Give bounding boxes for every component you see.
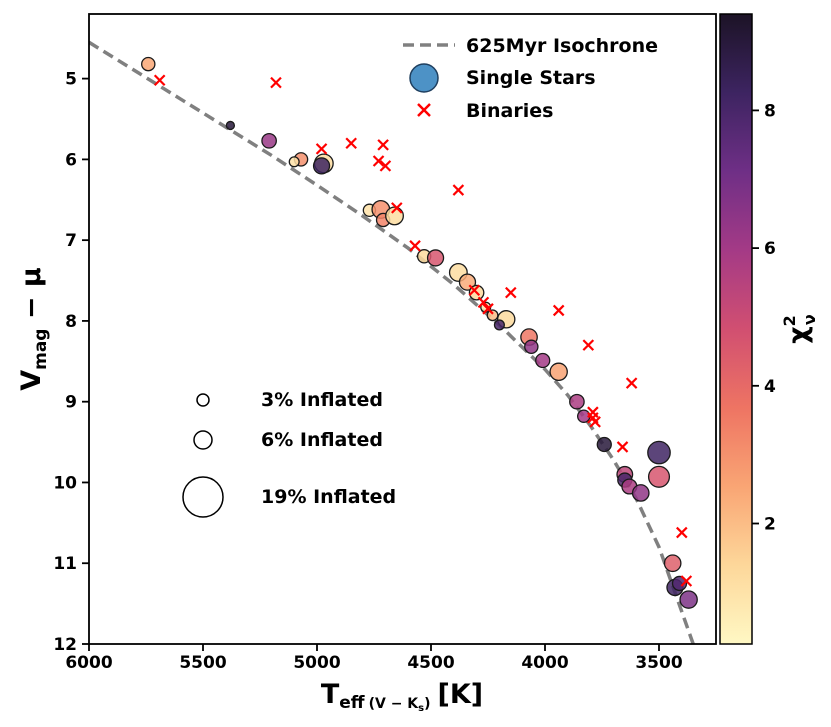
binary-point: [477, 296, 490, 309]
size-legend-3-label: 3% Inflated: [261, 389, 383, 411]
isochrone-layer: [89, 40, 695, 644]
plot-frame: [88, 13, 717, 645]
single-star-point: [225, 120, 236, 131]
x-tick-label: 4500: [407, 653, 454, 673]
x-tick-label: 4000: [521, 653, 568, 673]
single-star-point: [596, 436, 612, 453]
y-axis-label: Vmag − μ: [16, 267, 51, 391]
binaries-layer: [153, 74, 693, 587]
legend-single-stars-label: Single Stars: [466, 67, 596, 89]
y-tick-label: 5: [65, 70, 77, 90]
binary-point: [582, 339, 595, 351]
legend: 625Myr Isochrone Single Stars Binaries: [403, 35, 658, 122]
binary-point: [315, 143, 328, 155]
x-tick-label: 5000: [293, 653, 340, 673]
y-tick-label: 6: [65, 150, 77, 170]
binary-point: [676, 526, 688, 539]
colorbar-ticks: 2 4 6 8: [752, 101, 776, 535]
size-legend-6-marker: [193, 430, 213, 450]
single-star-point: [647, 465, 671, 488]
binary-point: [552, 304, 565, 317]
y-tick-label: 9: [65, 393, 77, 413]
binary-point: [625, 377, 638, 389]
single-star-point: [288, 156, 300, 168]
single-star-point: [493, 319, 505, 331]
size-legend: 3% Inflated 6% Inflated 19% Inflated: [182, 389, 396, 518]
single-star-point: [426, 249, 445, 267]
binary-point: [616, 441, 629, 453]
x-axis-label: Teff (V − Ks) [K]: [321, 679, 483, 714]
single-star-point: [261, 132, 277, 149]
binary-point: [680, 575, 693, 587]
isochrone-line: [89, 40, 695, 644]
binary-point: [468, 284, 481, 297]
x-tick-label: 5500: [179, 653, 226, 673]
binary-point: [482, 303, 494, 315]
size-legend-6-label: 6% Inflated: [261, 429, 383, 451]
binary-point: [379, 160, 392, 172]
legend-isochrone-label: 625Myr Isochrone: [466, 35, 658, 57]
y-tick-label: 11: [53, 554, 77, 574]
binary-point: [452, 184, 465, 196]
y-tick-label: 7: [65, 231, 77, 251]
y-axis-ticks: 5 6 7 8 9 10 11 12: [53, 70, 89, 655]
colorbar-tick-label: 6: [764, 239, 776, 259]
plot-background: [89, 14, 716, 644]
single-star-point: [647, 440, 671, 465]
single-star-point: [549, 362, 568, 382]
single-star-point: [141, 56, 156, 72]
binary-point: [589, 416, 601, 428]
single-star-point: [524, 339, 539, 355]
colorbar-tick-label: 2: [764, 515, 776, 535]
binary-point: [505, 286, 517, 299]
binary-point: [377, 139, 389, 151]
y-tick-label: 8: [65, 312, 77, 332]
x-tick-label: 3500: [635, 653, 682, 673]
binary-point: [345, 137, 357, 150]
single-stars-layer: [141, 56, 698, 609]
colorbar-tick-label: 4: [764, 377, 776, 397]
size-legend-19-marker: [182, 476, 224, 518]
legend-binaries-label: Binaries: [466, 100, 553, 122]
single-star-point: [312, 157, 331, 175]
single-star-point: [663, 554, 682, 573]
legend-binaries-swatch: [417, 103, 431, 117]
single-star-point: [569, 393, 585, 410]
y-tick-label: 12: [53, 635, 77, 655]
single-star-point: [679, 590, 698, 609]
binary-point: [372, 155, 385, 167]
x-tick-label: 6000: [65, 653, 112, 673]
size-legend-19-label: 19% Inflated: [261, 486, 396, 508]
size-legend-3-marker: [196, 393, 210, 407]
binary-point: [409, 240, 421, 252]
legend-single-stars-swatch: [409, 63, 439, 93]
single-star-point: [385, 206, 404, 226]
single-star-point: [535, 352, 551, 369]
single-star-point: [631, 484, 650, 502]
colorbar: [719, 13, 753, 645]
single-star-point: [486, 309, 499, 322]
binary-point: [270, 76, 282, 89]
x-axis-ticks: 6000 5500 5000 4500 4000 3500: [65, 644, 683, 673]
single-star-point: [671, 575, 688, 592]
colorbar-label: χ2ν: [780, 314, 819, 344]
binary-point: [153, 74, 166, 87]
y-tick-label: 10: [53, 473, 77, 493]
colorbar-tick-label: 8: [764, 101, 776, 121]
binary-point: [391, 202, 403, 214]
